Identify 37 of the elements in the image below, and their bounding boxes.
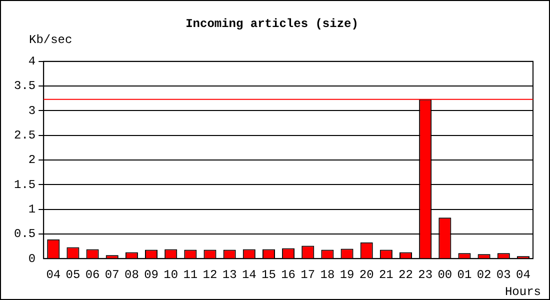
x-tick-label: 02 [476, 268, 492, 282]
x-tick-label: 10 [164, 268, 178, 282]
x-tick-label: 01 [457, 268, 472, 282]
x-tick-label: 07 [104, 268, 120, 282]
x-axis-title: Hours [504, 285, 541, 299]
chart-title: Incoming articles (size) [186, 17, 358, 32]
x-tick-label: 04 [516, 268, 530, 282]
x-tick-label: 23 [418, 268, 433, 282]
x-tick-label: 19 [340, 268, 354, 282]
x-tick-label: 16 [281, 268, 296, 282]
y-tick-label: 3.5 [14, 79, 36, 94]
x-tick-label: 17 [300, 268, 316, 282]
x-tick-label: 13 [222, 268, 237, 282]
y-tick-label: 2.5 [14, 128, 36, 143]
y-tick-label: 0 [28, 252, 36, 266]
x-tick-label: 18 [320, 268, 335, 282]
y-tick-label: 1.5 [14, 178, 36, 192]
x-tick-label: 05 [66, 268, 80, 282]
x-tick-label: 22 [398, 268, 413, 282]
x-tick-label: 15 [262, 268, 276, 282]
x-tick-label: 11 [183, 268, 198, 282]
x-tick-label: 03 [496, 268, 511, 282]
x-tick-label: 12 [202, 268, 218, 282]
y-tick-label: 0.5 [14, 227, 36, 242]
y-axis-title: Kb/sec [29, 33, 72, 47]
y-tick-label: 4 [28, 54, 36, 69]
y-tick-label: 2 [28, 153, 36, 168]
x-tick-label: 00 [438, 268, 452, 282]
x-tick-label: 06 [85, 268, 100, 282]
x-tick-label: 20 [359, 268, 374, 282]
x-tick-label: 21 [378, 268, 394, 282]
y-tick-label: 3 [28, 104, 36, 118]
x-tick-label: 04 [46, 268, 61, 282]
x-tick-label: 09 [144, 268, 158, 282]
x-tick-label: 08 [124, 268, 139, 282]
y-tick-label: 1 [28, 202, 36, 216]
x-tick-label: 14 [242, 268, 256, 282]
